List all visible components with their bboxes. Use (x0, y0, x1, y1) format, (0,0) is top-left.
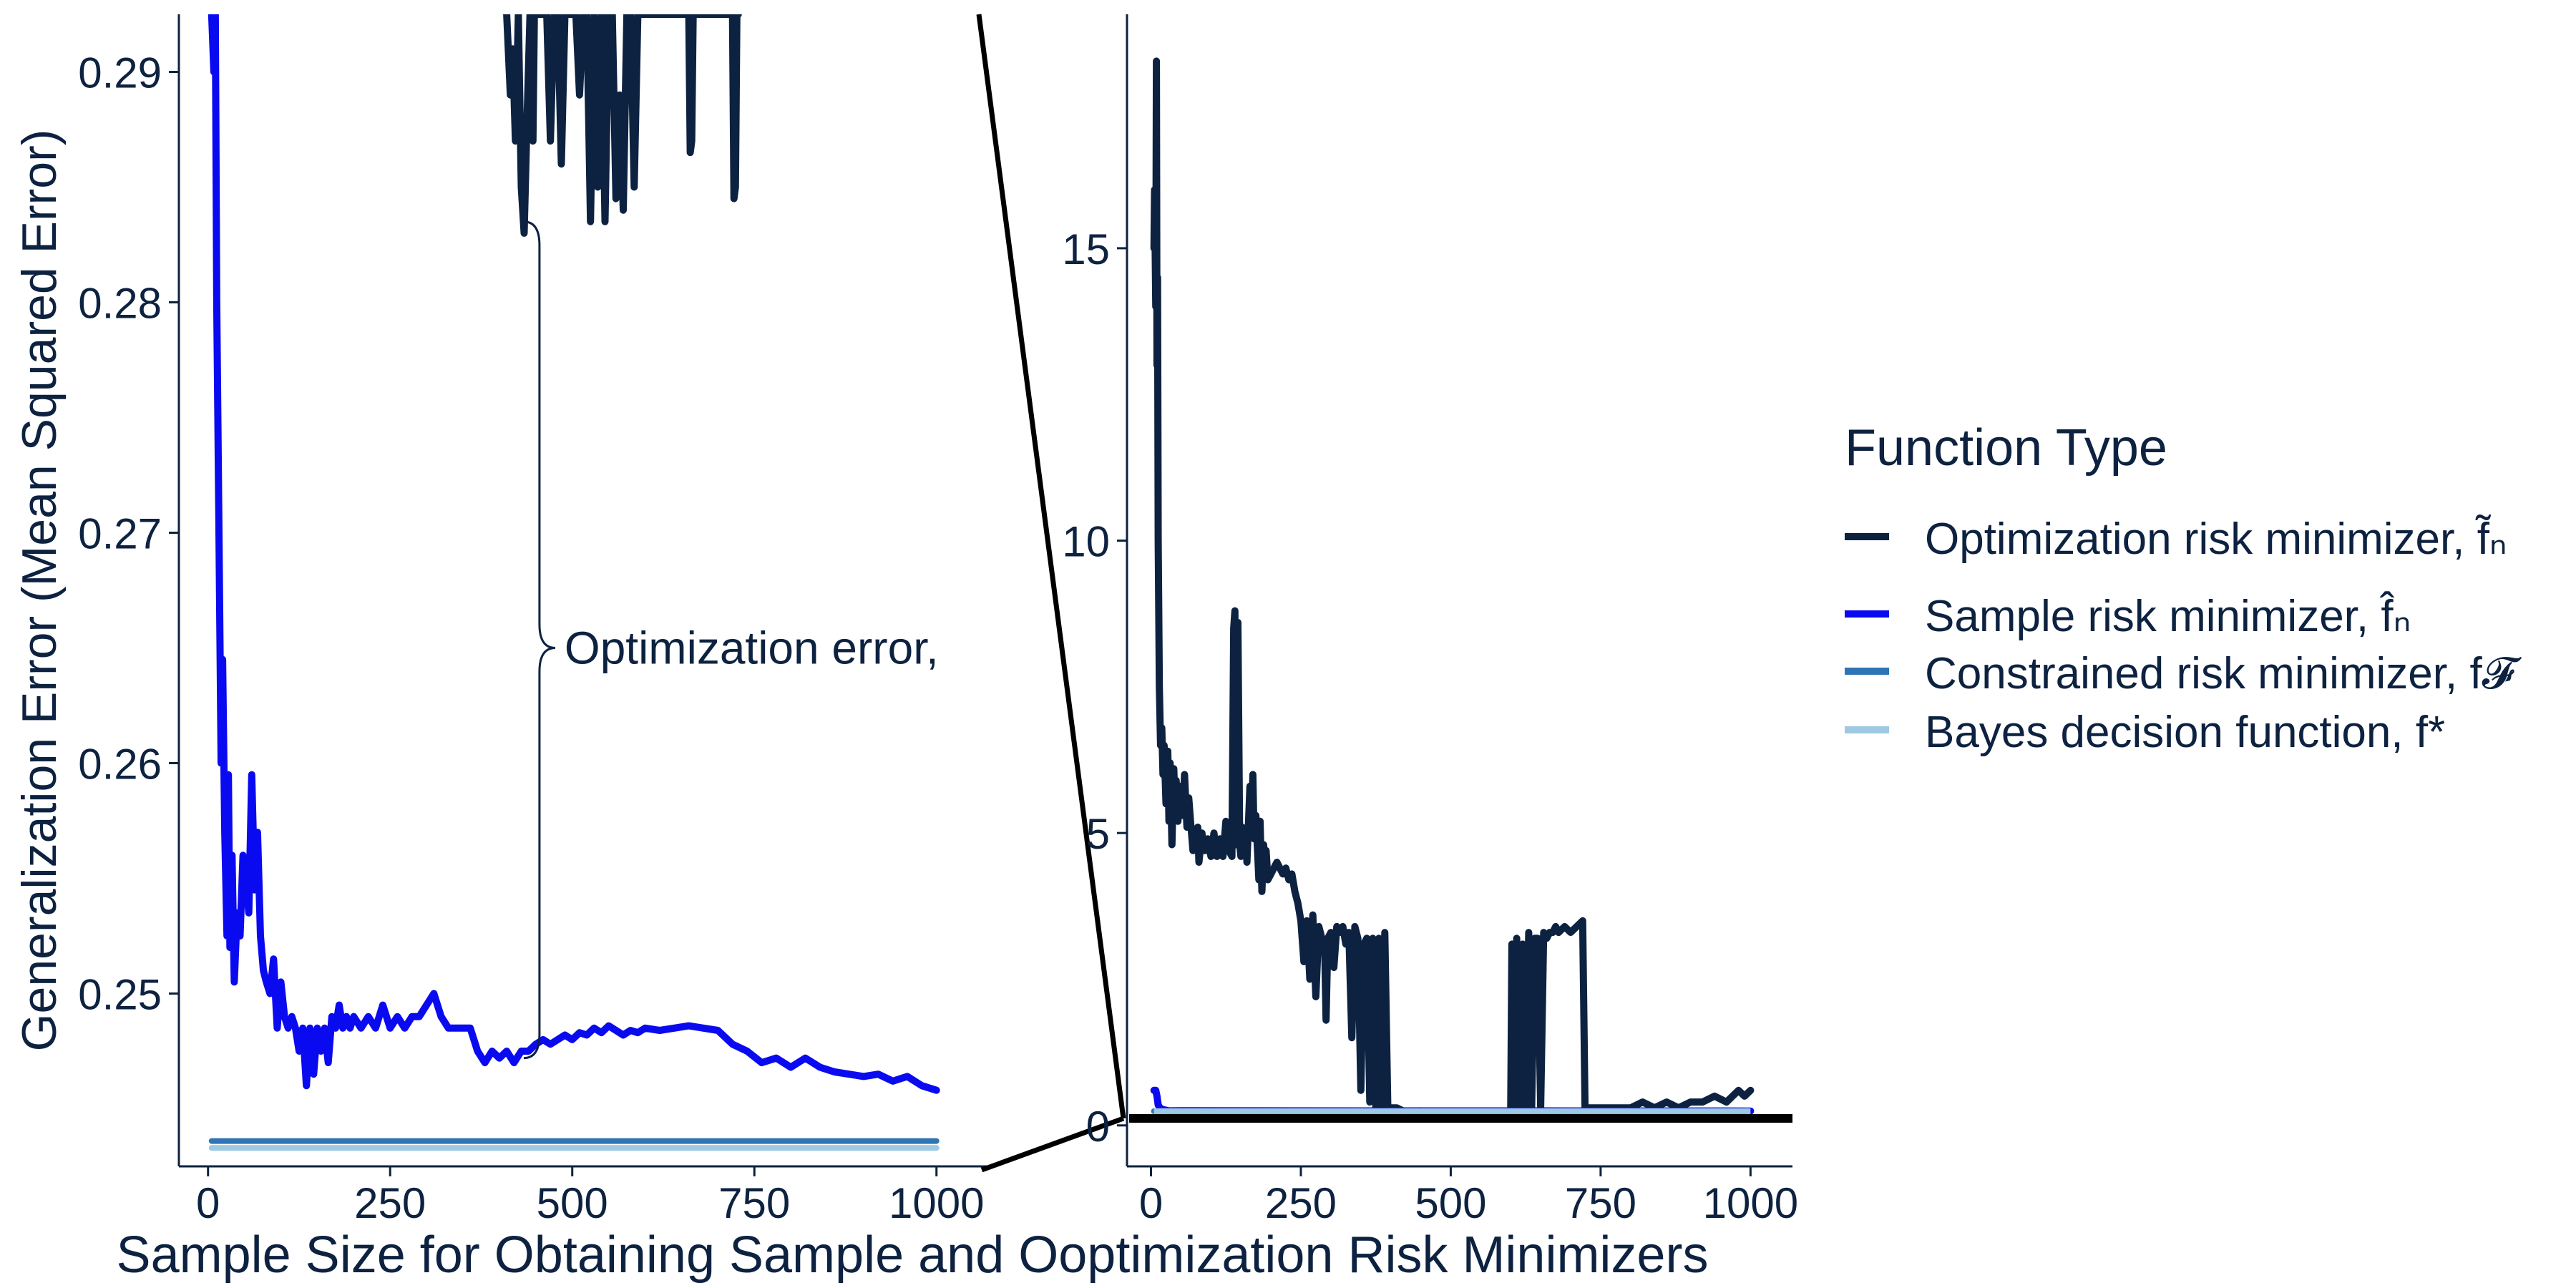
zoomed-plot-area (208, 14, 940, 1151)
full-y-ticks: 0 5 10 15 (1062, 225, 1127, 1151)
zoomed-y-tick-label: 0.25 (78, 971, 162, 1019)
full-series-line-optimization (1150, 57, 1755, 1118)
zoomed-x-tick-label: 1000 (889, 1179, 984, 1227)
annotation-label: Optimization error, (565, 623, 939, 674)
zoomed-y-tick-label: 0.26 (78, 741, 162, 789)
zoomed-y-tick-label: 0.28 (78, 280, 162, 328)
full-x-tick-label: 1000 (1703, 1179, 1798, 1227)
zoomed-x-tick-label: 0 (196, 1179, 220, 1227)
full-x-tick-label: 0 (1139, 1179, 1163, 1227)
full-panel: 0 5 10 15 0 250 500 750 1000 (1062, 14, 1798, 1227)
legend-item-label: Bayes decision function, f* (1925, 708, 2445, 757)
zoomed-series-line-sample (208, 14, 940, 1094)
optimization-error-annotation: Optimization error, (523, 220, 939, 1060)
legend-item-label: Optimization risk minimizer, f̃ₙ (1925, 514, 2507, 564)
zoom-connector-bottom (980, 1116, 1125, 1173)
x-axis-title: Sample Size for Obtaining Sample and Oop… (117, 1226, 1709, 1284)
full-y-tick-label: 5 (1086, 810, 1110, 858)
y-axis-title: Generalization Error (Mean Squared Error… (12, 130, 67, 1052)
legend: Function Type Optimization risk minimize… (1845, 419, 2522, 757)
full-y-tick-label: 10 (1062, 518, 1110, 566)
zoomed-x-ticks: 0 250 500 750 1000 (196, 1166, 984, 1227)
zoom-connector-top (976, 14, 1126, 1119)
zoomed-y-tick-label: 0.29 (78, 49, 162, 97)
zoomed-x-tick-label: 250 (354, 1179, 426, 1227)
legend-title: Function Type (1845, 419, 2167, 477)
zoomed-panel: 0.25 0.26 0.27 0.28 0.29 0 250 500 750 1000 Opti… (12, 14, 987, 1227)
full-x-tick-label: 750 (1565, 1179, 1636, 1227)
full-x-ticks: 0 250 500 750 1000 (1139, 1166, 1798, 1227)
zoomed-x-tick-label: 750 (718, 1179, 790, 1227)
full-x-tick-label: 250 (1265, 1179, 1337, 1227)
full-x-tick-label: 500 (1415, 1179, 1486, 1227)
full-y-tick-label: 15 (1062, 225, 1110, 273)
legend-item-label: Constrained risk minimizer, f𝓕 (1925, 649, 2522, 698)
zoomed-y-tick-label: 0.27 (78, 510, 162, 558)
full-y-tick-label: 0 (1086, 1103, 1110, 1151)
zoomed-x-tick-label: 500 (537, 1179, 608, 1227)
legend-item-label: Sample risk minimizer, f̂ₙ (1925, 592, 2411, 641)
zoomed-y-ticks: 0.25 0.26 0.27 0.28 0.29 (78, 49, 179, 1019)
